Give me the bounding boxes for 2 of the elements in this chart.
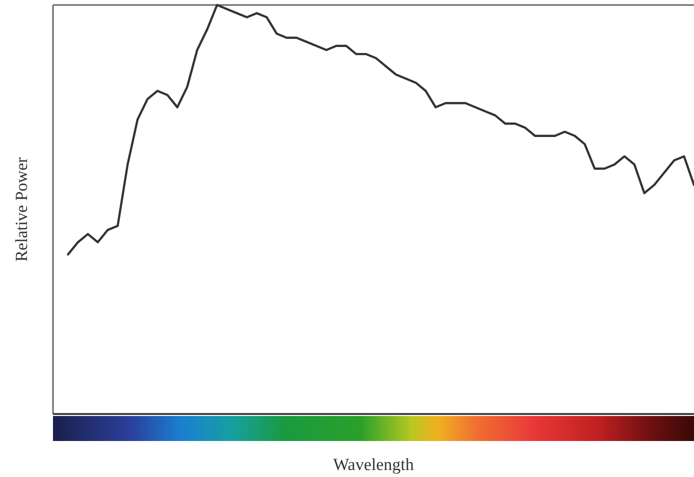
y-axis-title: Relative Power bbox=[12, 157, 31, 262]
x-axis-title: Wavelength bbox=[333, 455, 414, 474]
